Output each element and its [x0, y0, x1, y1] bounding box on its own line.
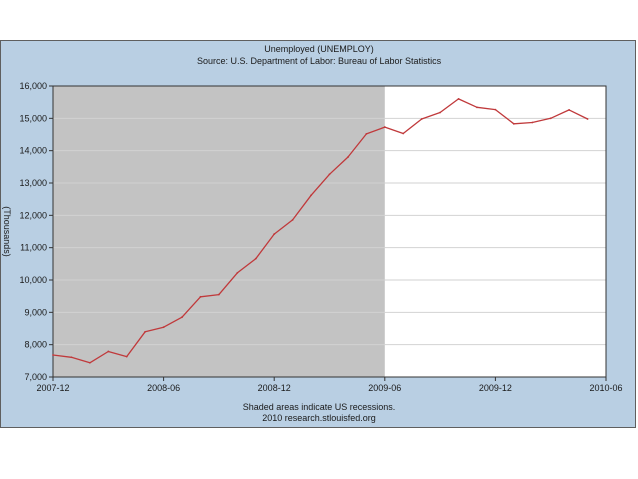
chart-title: Unemployed (UNEMPLOY) — [264, 44, 374, 54]
y-tick-label: 9,000 — [24, 307, 47, 317]
data-point — [347, 156, 349, 159]
data-point — [402, 132, 405, 135]
data-point — [107, 350, 110, 353]
data-point — [549, 117, 552, 120]
data-point — [328, 173, 331, 176]
data-point — [291, 218, 294, 221]
data-point — [457, 98, 460, 100]
data-point — [568, 109, 571, 111]
y-tick-label: 14,000 — [19, 146, 47, 156]
recession-shading — [53, 86, 385, 377]
data-point — [254, 257, 257, 260]
data-point — [162, 326, 165, 329]
data-point — [70, 356, 73, 359]
data-point — [199, 295, 202, 298]
y-tick-label: 12,000 — [19, 210, 47, 220]
data-point — [218, 293, 220, 296]
data-point — [586, 118, 589, 120]
chart-subtitle: Source: U.S. Department of Labor: Bureau… — [196, 56, 442, 66]
data-point — [273, 233, 276, 235]
y-tick-label: 10,000 — [19, 275, 47, 285]
data-point — [88, 361, 91, 364]
data-point — [383, 126, 386, 128]
y-tick-label: 7,000 — [24, 372, 47, 382]
line-chart: 7,000 8,000 9,000 10,000 11,000 12,000 13,000 1… — [2, 81, 623, 393]
y-axis-label: (Thousands) — [2, 206, 12, 257]
data-point — [125, 355, 128, 358]
data-point — [439, 111, 441, 114]
data-point — [365, 132, 368, 135]
y-tick-label: 8,000 — [24, 340, 47, 350]
x-tick-label: 2009-06 — [368, 383, 401, 393]
data-point — [476, 106, 478, 109]
data-point — [52, 354, 54, 356]
x-tick-label: 2007-12 — [36, 383, 69, 393]
data-point — [531, 121, 534, 124]
data-point — [144, 330, 147, 333]
x-tick-label: 2008-12 — [258, 383, 291, 393]
y-tick-label: 11,000 — [20, 243, 47, 253]
y-tick-label: 13,000 — [19, 178, 47, 188]
y-tick-label: 16,000 — [19, 81, 47, 91]
data-point — [512, 122, 515, 125]
x-tick-label: 2009-12 — [479, 383, 512, 393]
x-tick-label: 2008-06 — [147, 383, 180, 393]
data-point — [420, 118, 423, 120]
series-line — [52, 98, 588, 364]
plot-border — [52, 85, 607, 378]
footer-source-url: 2010 research.stlouisfed.org — [262, 413, 376, 423]
chart-panel: Unemployed (UNEMPLOY) Source: U.S. Depar… — [0, 40, 636, 428]
data-point — [181, 316, 183, 319]
data-point — [236, 271, 239, 274]
data-point — [310, 194, 312, 197]
data-point — [494, 108, 497, 111]
y-tick-label: 15,000 — [19, 113, 47, 123]
x-tick-label: 2010-06 — [589, 383, 622, 393]
footer-recession-note: Shaded areas indicate US recessions. — [242, 402, 396, 412]
